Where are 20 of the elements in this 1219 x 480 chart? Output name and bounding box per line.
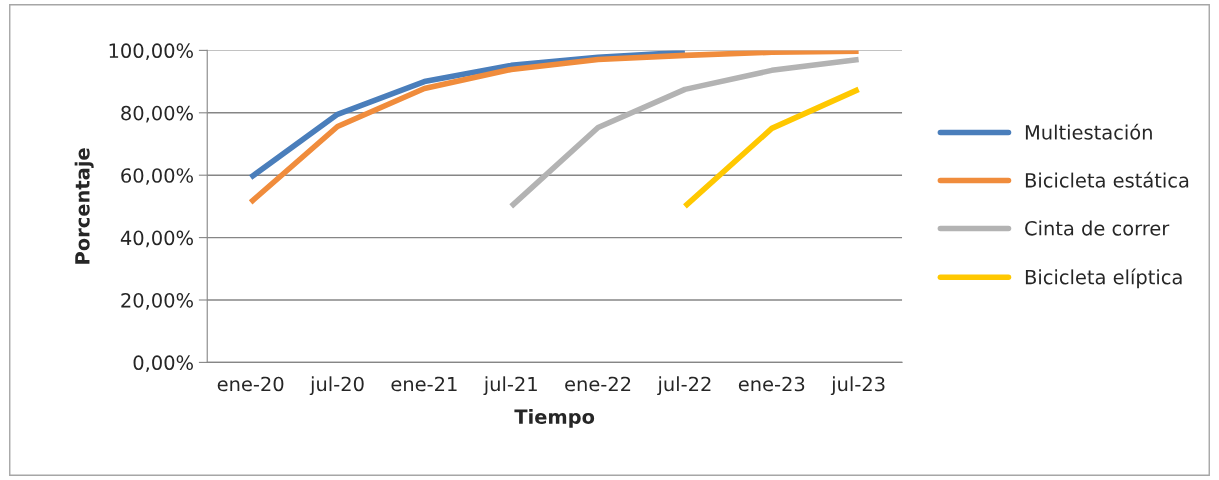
x-tick-label: ene-20 [217,376,284,392]
y-tick-label: 60,00% [121,168,193,185]
y-tick-label: 100,00% [109,43,193,61]
y-tick-label: 20,00% [121,292,193,310]
legend-label: Multiestación [1025,123,1152,140]
y-tick-label: 80,00% [121,105,193,123]
legend-label: Bicicleta elíptica [1025,268,1182,289]
legend-label: Bicicleta estática [1025,171,1189,188]
legend-label: Cinta de correr [1025,220,1170,236]
x-tick-label: ene-22 [565,376,631,392]
x-tick-label: ene-21 [391,376,457,392]
x-tick-label: ene-23 [738,376,805,392]
x-axis-title: Tiempo [514,409,595,428]
y-tick-label: 0,00% [133,355,193,373]
y-tick-label: 40,00% [120,230,193,248]
x-tick-label: jul-20 [309,376,364,396]
y-axis-title: Porcentaje [74,148,94,264]
x-tick-label: jul-23 [830,376,885,396]
x-tick-label: jul-21 [483,376,537,396]
x-tick-label: jul-22 [657,376,711,396]
